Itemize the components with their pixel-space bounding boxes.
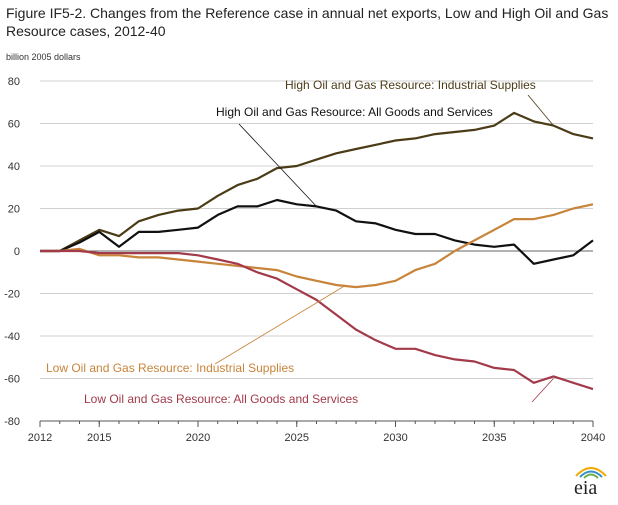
series-annotation-2: High Oil and Gas Resource: All Goods and… (216, 105, 493, 119)
series-line-2 (40, 198, 594, 265)
annotation-leader (531, 378, 554, 403)
eia-logo-text: eia (574, 477, 598, 499)
series-annotation-3: Low Oil and Gas Resource: Industrial Sup… (46, 361, 294, 375)
y-tick-label: 20 (8, 204, 20, 216)
annotation-leader (238, 123, 317, 207)
y-tick-label: -40 (4, 331, 20, 343)
x-tick-label: 2040 (581, 432, 605, 444)
x-tick-label: 2012 (28, 432, 52, 444)
y-axis-unit-label: billion 2005 dollars (6, 52, 81, 62)
x-tick-label: 2015 (87, 432, 111, 444)
y-tick-label: 40 (8, 161, 20, 173)
eia-logo-icon (575, 467, 607, 479)
y-tick-label: -20 (4, 289, 20, 301)
chart-title: Figure IF5-2. Changes from the Reference… (6, 5, 609, 39)
y-tick-label: -80 (4, 416, 20, 428)
annotation-leader (214, 284, 347, 365)
series-annotation-1: High Oil and Gas Resource: Industrial Su… (285, 78, 536, 92)
series-annotation-4: Low Oil and Gas Resource: All Goods and … (84, 392, 358, 406)
series-line-4 (40, 249, 594, 391)
x-tick-label: 2030 (383, 432, 407, 444)
y-tick-label: 80 (8, 76, 20, 88)
x-tick-label: 2025 (285, 432, 309, 444)
series-line-3 (40, 203, 594, 289)
x-tick-label: 2035 (482, 432, 506, 444)
series-line-1 (40, 111, 594, 253)
y-tick-label: 0 (14, 246, 20, 258)
y-tick-label: 60 (8, 119, 20, 131)
y-tick-label: -60 (4, 374, 20, 386)
annotation-leader (527, 94, 554, 126)
x-tick-label: 2020 (186, 432, 210, 444)
